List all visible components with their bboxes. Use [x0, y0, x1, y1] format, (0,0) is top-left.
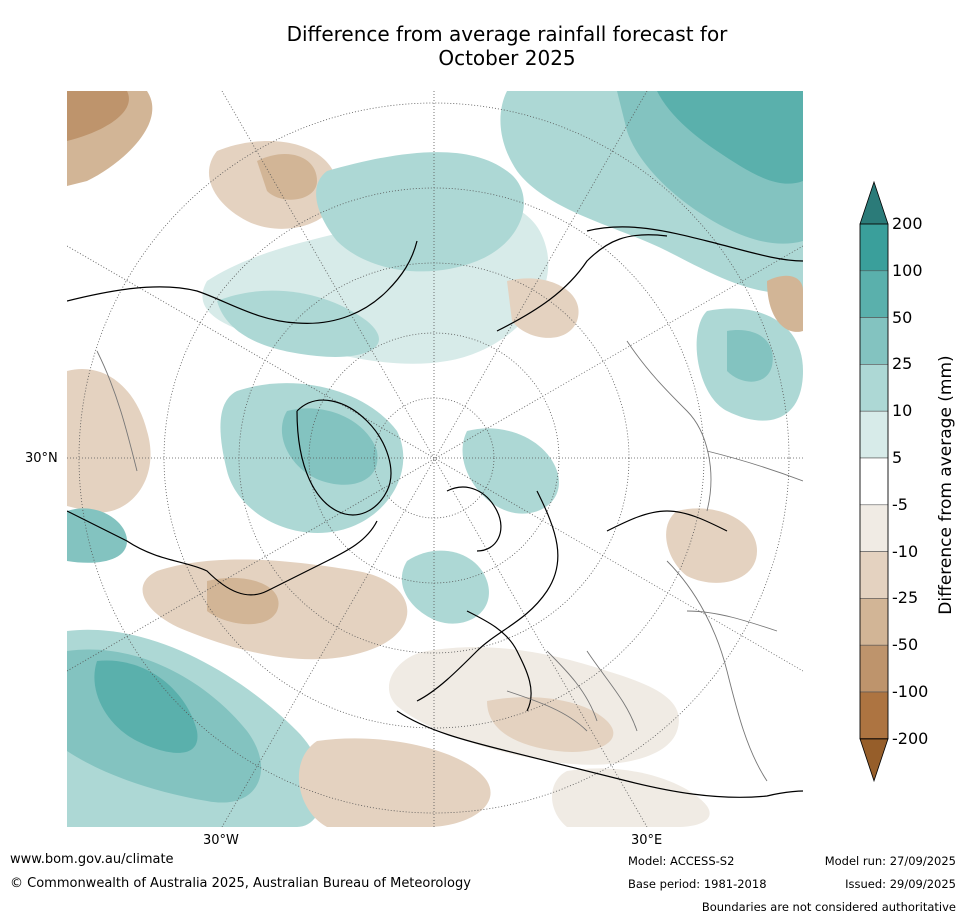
colorbar-segment: [859, 270, 889, 318]
anomaly-patch: [767, 275, 803, 332]
border-line: [96, 350, 138, 472]
colorbar-outline: [859, 223, 889, 740]
border-line: [626, 340, 712, 512]
colorbar-tick-label: -200: [892, 728, 929, 748]
country-borders: [96, 340, 803, 782]
colorbar-segment: [859, 551, 889, 599]
anomaly-patch: [487, 697, 614, 752]
colorbar-tick-label: -50: [892, 635, 919, 655]
anomaly-patch: [281, 408, 378, 485]
coastline: [416, 490, 559, 702]
colorbar-tick-label: -10: [892, 541, 919, 561]
anomaly-shading: [67, 91, 803, 827]
border-line: [546, 650, 598, 722]
anomaly-patch: [462, 428, 559, 514]
colorbar-tick-label: -100: [892, 682, 929, 701]
coastline: [67, 240, 418, 324]
colorbar-extend-min: [859, 738, 889, 783]
footer-base-period: Base period: 1981-2018: [628, 877, 767, 891]
footer-model: Model: ACCESS-S2: [628, 854, 735, 868]
coastline: [446, 486, 502, 552]
coastline: [496, 234, 668, 332]
footer-issued: Issued: 29/09/2025: [845, 877, 956, 891]
anomaly-patch: [316, 152, 524, 272]
coastline: [586, 226, 803, 262]
colorbar-tick-label: 5: [892, 448, 903, 467]
footer-boundaries-note: Boundaries are not considered authoritat…: [701, 900, 956, 914]
colorbar-segment: [859, 644, 889, 693]
coastline: [396, 710, 803, 798]
coastlines: [67, 226, 803, 798]
anomaly-patch: [298, 738, 491, 827]
border-line: [506, 690, 588, 732]
colorbar-tick-label: -25: [892, 588, 919, 608]
anomaly-patch: [401, 550, 489, 624]
colorbar: [850, 180, 965, 790]
footer-model-run: Model run: 27/09/2025: [824, 854, 956, 868]
anomaly-patch: [552, 768, 710, 827]
colorbar-segment: [859, 364, 889, 412]
graticule-meridian: [221, 91, 648, 827]
colorbar-segment: [859, 317, 889, 365]
graticule: [67, 91, 803, 827]
colorbar-segment: [859, 691, 889, 740]
colorbar-tick-label: -5: [892, 494, 908, 514]
anomaly-patch: [67, 91, 129, 141]
anomaly-patch: [657, 91, 803, 184]
colorbar-tick-label: 200: [892, 214, 923, 233]
coastline: [466, 610, 532, 712]
colorbar-tick-label: 25: [892, 354, 913, 374]
border-line: [586, 650, 638, 732]
title-line-1: Difference from average rainfall forecas…: [286, 22, 728, 46]
border-line: [666, 560, 768, 782]
colorbar-tick-label: 100: [892, 260, 923, 280]
colorbar-segment: [859, 223, 889, 272]
anomaly-patch: [67, 508, 127, 563]
anomaly-patch: [67, 369, 151, 513]
coastline: [67, 510, 378, 596]
graticule-meridian: [221, 91, 648, 827]
border-line: [686, 610, 778, 632]
colorbar-title: Difference from average (mm): [936, 355, 956, 615]
map-canvas: [67, 91, 803, 827]
colorbar-tick-label: 50: [892, 307, 913, 327]
anomaly-patch: [666, 508, 757, 583]
colorbar-segment: [859, 504, 889, 552]
footer-copyright: © Commonwealth of Australia 2025, Austra…: [10, 876, 471, 891]
colorbar-tick-label: 10: [892, 401, 913, 421]
lon-label-30e: 30°E: [631, 833, 663, 848]
colorbar-extend-max: [859, 180, 889, 225]
lon-label-30w: 30°W: [203, 833, 239, 848]
anomaly-patch: [257, 153, 317, 200]
anomaly-patch: [727, 330, 773, 382]
graticule-circle: [78, 102, 790, 814]
anomaly-patch: [507, 278, 579, 338]
graticule-meridian: [67, 245, 803, 672]
colorbar-segment: [859, 598, 889, 646]
coastline: [606, 510, 728, 532]
colorbar-segment: [859, 457, 889, 506]
anomaly-patch: [207, 577, 279, 625]
colorbar-segment: [859, 410, 889, 459]
anomaly-patch: [94, 660, 198, 753]
footer-website: www.bom.gov.au/climate: [10, 852, 174, 867]
border-line: [706, 450, 803, 482]
colorbar-graphic: [859, 180, 889, 783]
graticule-meridian: [67, 245, 803, 672]
lat-label-30n: 30°N: [25, 451, 58, 466]
title-line-2: October 2025: [438, 46, 576, 70]
anomaly-patch: [217, 290, 379, 357]
rainfall-anomaly-map: [67, 91, 803, 827]
map-title: Difference from average rainfall forecas…: [0, 22, 965, 70]
coastline: [296, 399, 392, 516]
